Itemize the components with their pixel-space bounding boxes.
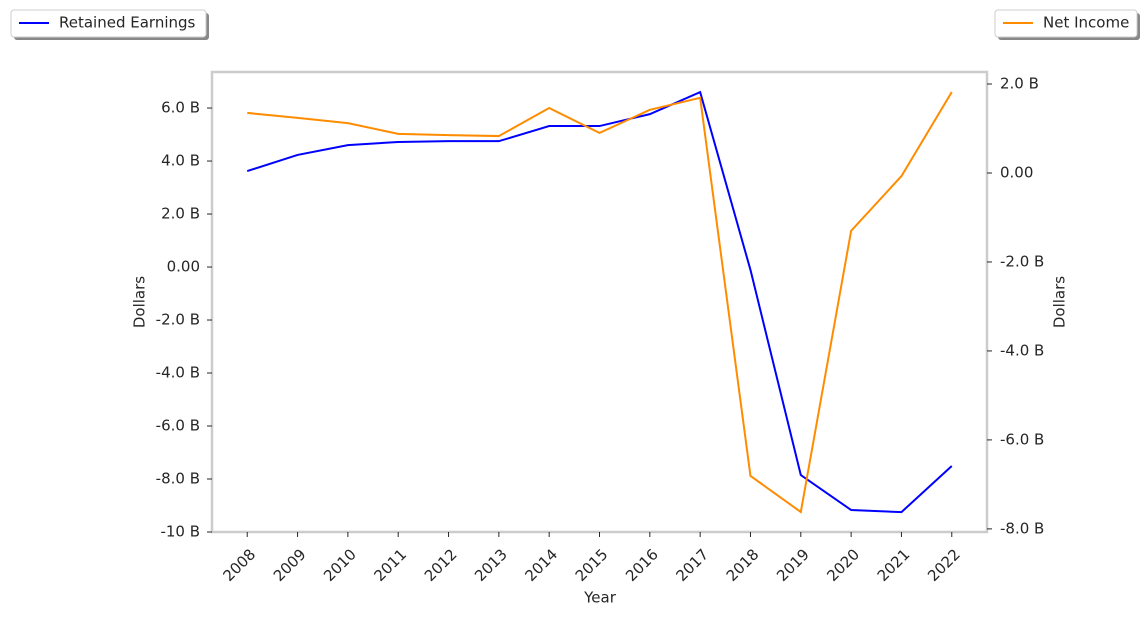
x-tick-label: 2018 bbox=[723, 545, 763, 585]
y-tick-label: 2.0 B bbox=[161, 205, 200, 223]
y-axis-label: Dollars bbox=[131, 276, 149, 328]
y-tick-label: -4.0 B bbox=[156, 364, 200, 382]
y-tick-label: 0.00 bbox=[167, 258, 200, 276]
x-tick-label: 2014 bbox=[521, 545, 561, 585]
x-axis-label: Year bbox=[583, 589, 617, 607]
legend-box bbox=[10, 9, 207, 38]
x-tick-label: 2022 bbox=[924, 545, 964, 585]
y-tick-label: -10 B bbox=[160, 523, 200, 541]
y2-tick-label: -2.0 B bbox=[1000, 252, 1044, 270]
y-tick-label: -2.0 B bbox=[156, 311, 200, 329]
y2-tick-label: 0.00 bbox=[1000, 163, 1033, 181]
x-tick-label: 2008 bbox=[220, 545, 260, 585]
y-tick-label: 4.0 B bbox=[161, 152, 200, 170]
y-tick-label: -8.0 B bbox=[156, 470, 200, 488]
y-tick-label: -6.0 B bbox=[156, 417, 200, 435]
legend: Net Income bbox=[994, 9, 1140, 40]
y2-tick-label: 2.0 B bbox=[1000, 75, 1039, 93]
y2-tick-label: -6.0 B bbox=[1000, 430, 1044, 448]
x-tick-label: 2021 bbox=[874, 545, 914, 585]
x-tick-label: 2009 bbox=[270, 545, 310, 585]
plot-frame bbox=[210, 70, 989, 534]
x-tick-label: 2020 bbox=[823, 545, 863, 585]
x-tick-label: 2013 bbox=[471, 545, 511, 585]
legend-box bbox=[994, 9, 1138, 38]
legend-label: Net Income bbox=[1043, 14, 1129, 32]
x-tick-label: 2011 bbox=[370, 545, 410, 585]
legend-label: Retained Earnings bbox=[59, 14, 196, 32]
y2-tick-label: -4.0 B bbox=[1000, 341, 1044, 359]
y2-tick-label: -8.0 B bbox=[1000, 519, 1044, 537]
x-tick-label: 2016 bbox=[622, 545, 662, 585]
line-series bbox=[246, 90, 953, 514]
x-tick-label: 2015 bbox=[572, 545, 612, 585]
line-series bbox=[247, 91, 953, 514]
y-tick-label: 6.0 B bbox=[161, 99, 200, 117]
x-tick-label: 2017 bbox=[672, 545, 712, 585]
x-tick-label: 2012 bbox=[421, 545, 461, 585]
legend: Retained Earnings bbox=[10, 9, 209, 40]
y2-axis-label: Dollars bbox=[1051, 276, 1069, 328]
x-tick-label: 2019 bbox=[773, 545, 813, 585]
x-tick-label: 2010 bbox=[320, 545, 360, 585]
